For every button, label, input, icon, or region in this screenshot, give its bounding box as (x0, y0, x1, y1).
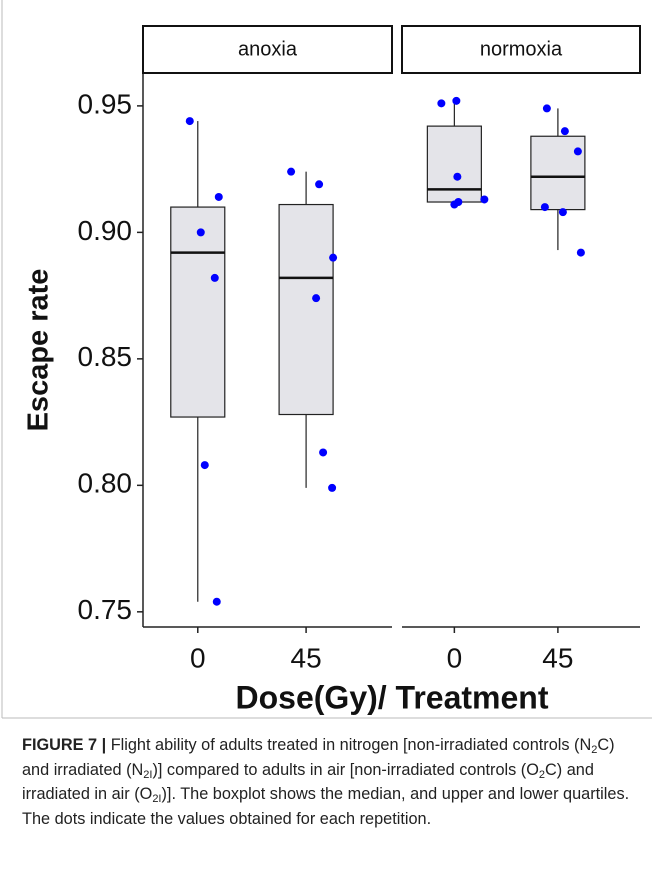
strip (142, 25, 393, 74)
x-tick-label: 45 (542, 642, 573, 673)
strip-label: normoxia (480, 38, 563, 60)
point (453, 172, 462, 181)
caption-label: FIGURE 7 | (22, 736, 107, 754)
point (454, 198, 463, 207)
caption-text: )] compared to adults in air [non-irradi… (152, 760, 539, 779)
x-tick-label: 45 (291, 642, 322, 673)
box (426, 125, 482, 203)
caption-text: Flight ability of adults treated in nitr… (106, 736, 592, 754)
point (437, 99, 446, 108)
x-axis-title: Dose(Gy)/ Treatment (236, 679, 549, 715)
strip (401, 25, 641, 74)
point (200, 461, 209, 470)
y-tick-label: 0.80 (78, 468, 133, 499)
point (480, 195, 489, 204)
x-tick-label: 0 (447, 642, 463, 673)
caption-text: )]. The boxplot shows the median, and up… (22, 785, 630, 828)
box (530, 135, 586, 211)
caption-text: 2I (143, 768, 153, 781)
y-tick-label: 0.90 (78, 215, 133, 246)
point (576, 248, 585, 257)
point (315, 180, 324, 189)
box (170, 206, 226, 418)
chart: Escape rate Dose(Gy)/ Treatment 0.75 0.80… (1, 0, 652, 719)
caption-text: C) and irradiated in air (O (22, 760, 594, 804)
point (210, 273, 219, 282)
box (278, 203, 334, 416)
point (319, 448, 328, 457)
strip-label: anoxia (238, 38, 298, 60)
point (212, 597, 221, 606)
caption-text: 2I (152, 793, 162, 805)
point (560, 127, 569, 136)
point (312, 294, 321, 303)
point (452, 96, 461, 105)
point (558, 208, 567, 217)
caption: FIGURE 7 | Flight ability of adults trea… (22, 733, 637, 831)
point (573, 147, 582, 156)
y-tick-label: 0.95 (78, 88, 133, 119)
point (542, 104, 551, 113)
point (214, 192, 223, 201)
caption-text: 2 (538, 768, 545, 781)
point (329, 253, 338, 262)
point (540, 203, 549, 212)
x-tick-label: 0 (190, 642, 206, 673)
caption-text: 2 (591, 744, 598, 756)
y-tick-label: 0.85 (78, 341, 133, 372)
y-axis-title: Escape rate (23, 269, 55, 432)
point (287, 167, 296, 176)
point (196, 228, 205, 237)
caption-text: C) and irradiated (N (22, 736, 615, 779)
point (185, 117, 194, 126)
point (328, 483, 337, 492)
y-tick-label: 0.75 (78, 594, 133, 625)
